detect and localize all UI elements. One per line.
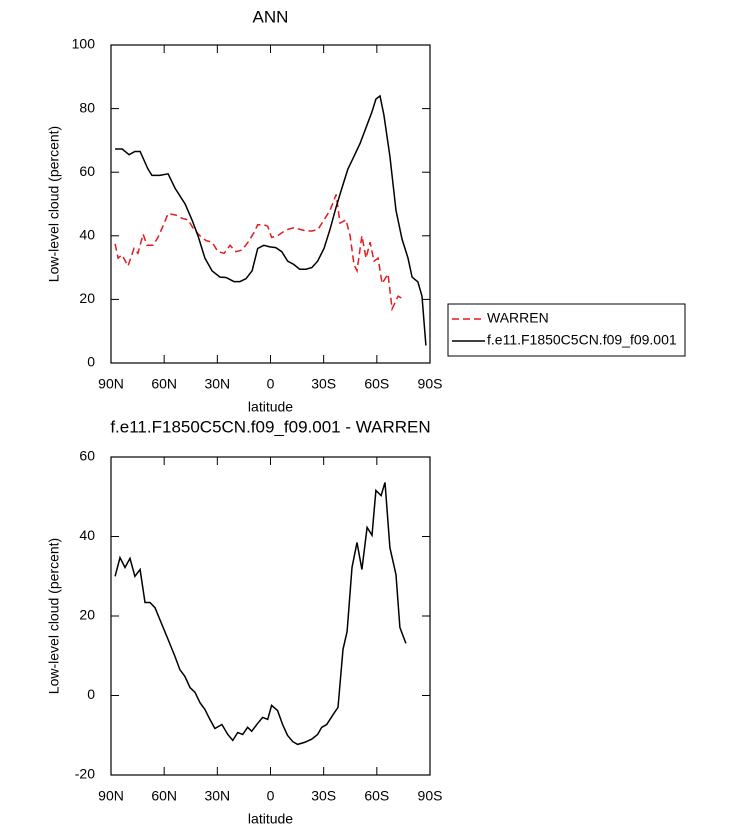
x-tick-label: 60N — [151, 376, 177, 392]
x-tick-label: 0 — [267, 788, 275, 804]
x-tick-label: 30N — [204, 376, 230, 392]
y-axis-label: Low-level cloud (percent) — [46, 538, 62, 694]
chart-title: ANN — [253, 7, 289, 26]
x-tick-label: 0 — [267, 376, 275, 392]
y-tick-label: 100 — [72, 36, 96, 52]
y-tick-label: 60 — [79, 163, 95, 179]
x-tick-label: 30N — [204, 788, 230, 804]
y-tick-label: 0 — [87, 354, 95, 370]
y-tick-label: 80 — [79, 99, 95, 115]
data-line — [114, 482, 407, 746]
y-axis-label: Low-level cloud (percent) — [46, 126, 62, 282]
y-tick-label: 60 — [79, 448, 95, 464]
legend-label: WARREN — [487, 310, 549, 326]
x-tick-label: 90S — [418, 788, 443, 804]
x-tick-label: 30S — [311, 376, 336, 392]
x-tick-label: 90S — [418, 376, 443, 392]
x-tick-label: 60S — [364, 788, 389, 804]
x-tick-label: 90N — [98, 376, 124, 392]
y-tick-label: 0 — [87, 686, 95, 702]
plot-frame — [110, 44, 431, 364]
y-tick-label: 40 — [79, 227, 95, 243]
x-tick-label: 60S — [364, 376, 389, 392]
x-axis-label: latitude — [248, 811, 293, 827]
y-tick-label: 20 — [79, 607, 95, 623]
legend-label: f.e11.F1850C5CN.f09_f09.001 — [487, 332, 677, 348]
x-tick-label: 90N — [98, 788, 124, 804]
x-tick-label: 60N — [151, 788, 177, 804]
y-tick-label: -20 — [75, 766, 95, 782]
y-tick-label: 40 — [79, 527, 95, 543]
y-tick-label: 20 — [79, 290, 95, 306]
x-axis-label: latitude — [248, 399, 293, 415]
chart-title: f.e11.F1850C5CN.f09_f09.001 - WARREN — [110, 417, 430, 436]
data-line — [114, 194, 405, 312]
data-line — [115, 94, 427, 346]
x-tick-label: 30S — [311, 788, 336, 804]
legend-box — [447, 303, 686, 357]
